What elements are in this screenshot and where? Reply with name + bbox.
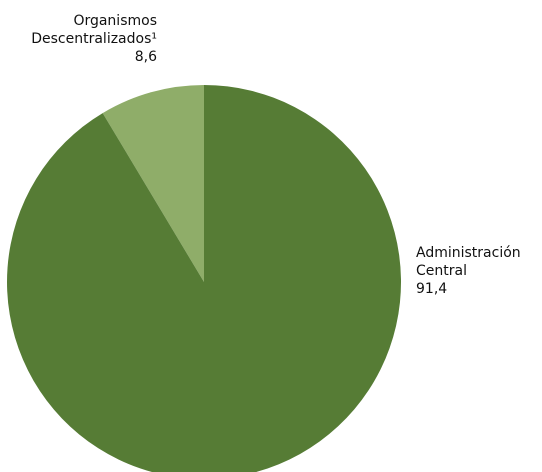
slice-value-label: 8,6 [134,49,157,65]
slice-value-label: 91,4 [416,281,448,297]
pie-slices [7,85,401,472]
slice-label-organismos-descentralizados: Organismos Descentralizados¹ 8,6 [31,12,157,66]
slice-label-administracion-central: Administración Central 91,4 [416,244,521,298]
slice-label-line1: Administración [416,245,521,261]
pie-slice-1 [7,85,401,472]
slice-label-line2: Descentralizados¹ [31,31,157,47]
pie-slice-0 [102,85,204,282]
slice-label-line2: Central [416,263,467,279]
slice-label-line1: Organismos [73,13,157,29]
